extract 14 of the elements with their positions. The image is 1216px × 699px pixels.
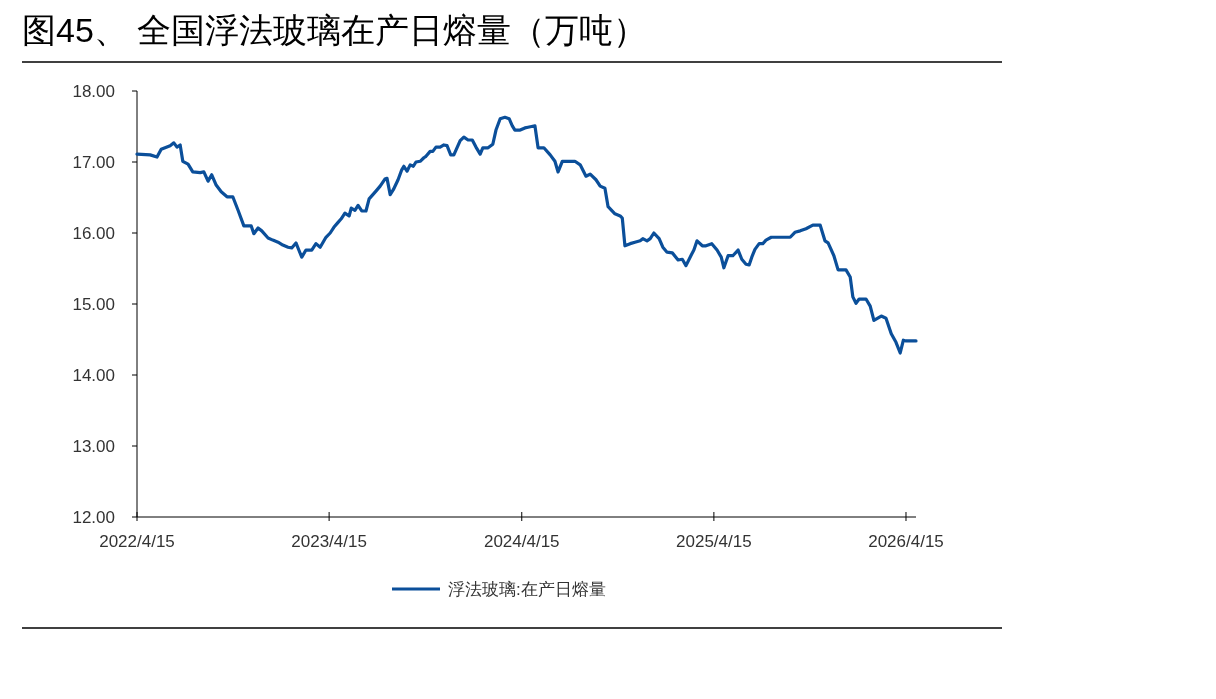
x-tick-label: 2023/4/15 [291, 532, 367, 551]
y-tick-label: 13.00 [72, 437, 115, 456]
x-tick-label: 2025/4/15 [676, 532, 752, 551]
x-tick-label: 2022/4/15 [99, 532, 175, 551]
legend-label: 浮法玻璃:在产日熔量 [448, 580, 606, 599]
chart-title: 图45、 全国浮法玻璃在产日熔量（万吨） [22, 11, 648, 49]
y-tick-label: 18.00 [72, 82, 115, 101]
y-tick-label: 15.00 [72, 295, 115, 314]
y-tick-label: 17.00 [72, 153, 115, 172]
y-tick-label: 12.00 [72, 508, 115, 527]
x-tick-label: 2026/4/15 [868, 532, 944, 551]
x-tick-label: 2024/4/15 [483, 532, 560, 551]
y-tick-label: 14.00 [72, 366, 115, 385]
y-tick-label: 16.00 [72, 224, 115, 243]
